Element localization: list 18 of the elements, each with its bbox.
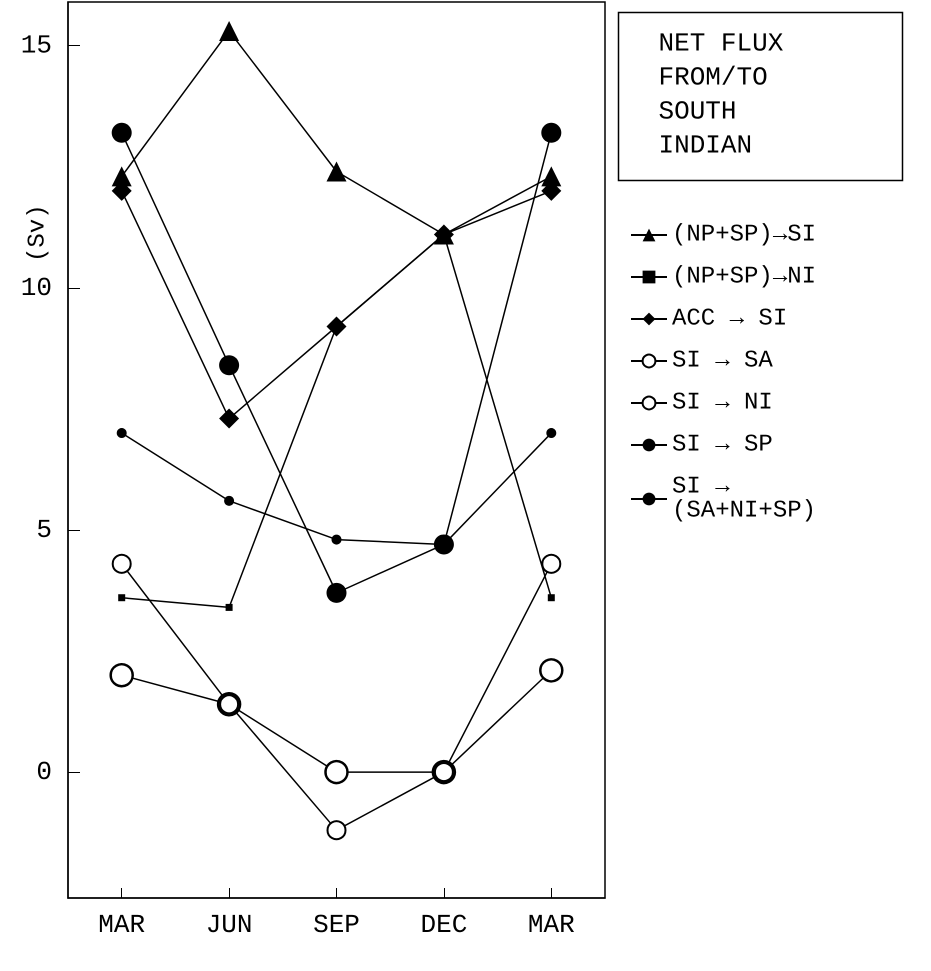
x-tick-label: MAR (98, 910, 146, 940)
legend-label: SI → (SA+NI+SP) (672, 474, 816, 524)
legend-label: (NP+SP)→NI (672, 264, 816, 290)
legend-label: SI → SP (672, 432, 773, 458)
legend-label: ACC → SI (672, 306, 788, 332)
legend-label: (NP+SP)→SI (672, 222, 816, 248)
y-tick-label: 10 (20, 272, 52, 303)
y-axis-title: (Sv) (24, 204, 52, 262)
legend-label: SI → NI (672, 390, 773, 416)
legend-title: NET FLUX FROM/TO SOUTH INDIAN (658, 28, 784, 160)
y-tick-label: 15 (20, 30, 52, 61)
x-tick-label: MAR (528, 910, 575, 940)
x-tick-label: DEC (420, 910, 468, 940)
y-tick-label: 5 (36, 514, 52, 545)
y-tick-label: 0 (36, 757, 52, 788)
x-tick-label: SEP (313, 910, 360, 940)
legend-label: SI → SA (672, 348, 774, 374)
x-tick-label: JUN (206, 910, 253, 940)
